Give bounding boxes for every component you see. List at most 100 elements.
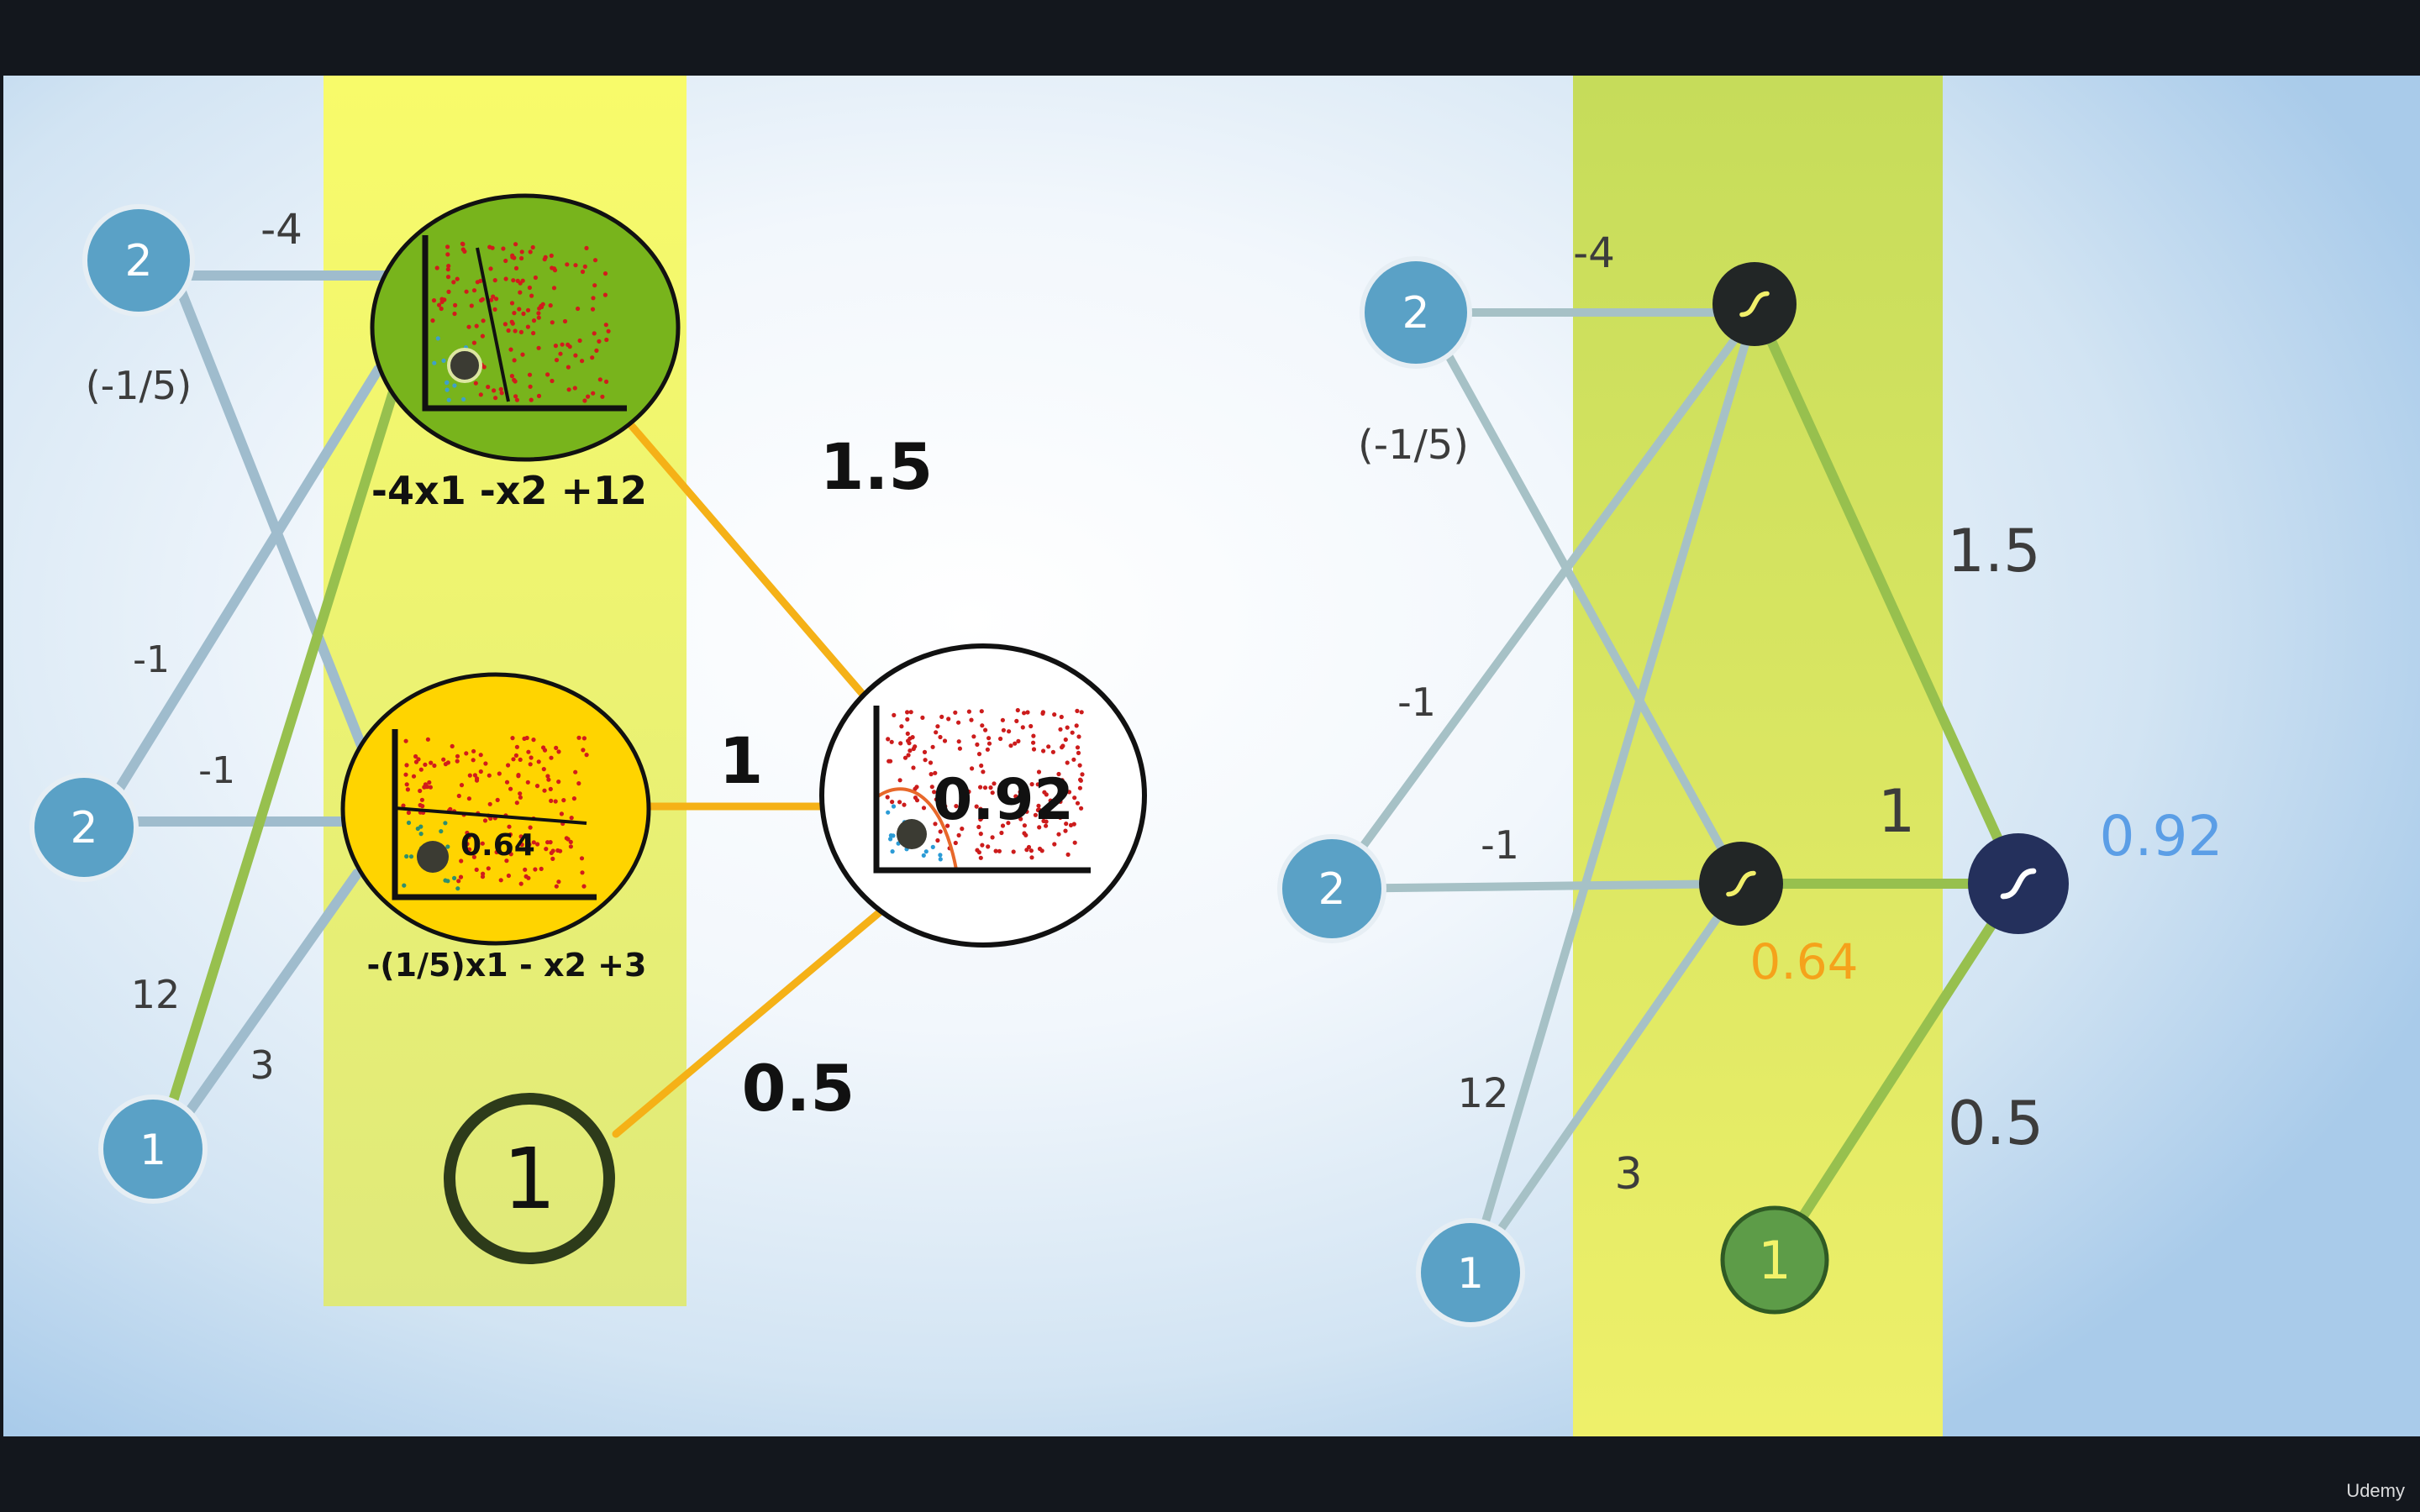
scatter-dot	[1064, 822, 1069, 827]
scatter-dot	[401, 803, 406, 808]
scatter-dot	[549, 850, 554, 856]
scatter-dot	[556, 879, 561, 885]
scatter-dot	[518, 834, 523, 839]
scatter-dot	[531, 840, 536, 845]
scatter-dot	[891, 804, 897, 809]
scatter-dot	[920, 715, 925, 721]
scatter-dot	[1060, 745, 1065, 750]
scatter-dot	[1075, 708, 1080, 714]
scatter-dot	[491, 294, 496, 299]
left-bias-node: 1	[444, 1093, 615, 1264]
scatter-dot	[1079, 806, 1084, 811]
scatter-dot	[581, 748, 586, 753]
scatter-dot	[1028, 723, 1034, 729]
output-boundary-arc	[874, 787, 958, 870]
scatter-dot	[976, 752, 982, 757]
scatter-dot	[888, 833, 893, 838]
scatter-dot	[979, 816, 984, 821]
scatter-dot	[551, 286, 557, 291]
r-edge-h1-out	[1749, 299, 2023, 889]
scatter-dot	[1075, 745, 1081, 750]
scatter-dot	[475, 280, 480, 285]
weight-1-5: 1.5	[820, 429, 934, 504]
weight-minus4: -4	[260, 205, 302, 254]
scatter-dot	[531, 331, 536, 336]
scatter-dot	[1044, 823, 1049, 828]
scatter-dot	[982, 785, 988, 790]
right-hidden-node-2	[1699, 842, 1783, 926]
scatter-dot	[905, 710, 910, 715]
scatter-dot	[432, 360, 437, 365]
right-edges	[1328, 299, 2023, 1277]
r-edge-bias-out	[1770, 879, 2023, 1265]
scatter-dot	[445, 252, 450, 257]
scatter-dot	[889, 739, 894, 744]
scatter-dot	[413, 753, 418, 759]
scatter-dot	[975, 848, 980, 853]
scatter-dot	[1011, 849, 1016, 854]
r-weight-minus-fifth: (-1/5)	[1358, 422, 1469, 469]
scatter-dot	[935, 794, 940, 800]
scatter-dot	[580, 359, 585, 364]
scatter-dot	[504, 780, 510, 785]
scatter-dot	[512, 358, 517, 363]
scatter-dot	[1058, 815, 1063, 821]
scatter-dot	[591, 296, 596, 301]
scatter-dot	[1028, 848, 1034, 853]
scatter-dot	[890, 849, 895, 854]
scatter-dot	[978, 832, 983, 837]
scatter-dot	[902, 755, 908, 760]
scatter-dot	[503, 276, 508, 281]
scatter-dot	[499, 391, 504, 396]
scatter-dot	[528, 384, 533, 389]
scatter-dot	[511, 278, 516, 283]
right-bias-node: 1	[1720, 1205, 1829, 1315]
scatter-dot	[521, 311, 526, 317]
scatter-dot	[606, 328, 611, 333]
scatter-dot	[956, 739, 961, 744]
scatter-dot	[561, 798, 566, 803]
scatter-dot	[480, 333, 486, 339]
r-edge-in1-h2	[1424, 315, 1745, 888]
scatter-dot	[1018, 816, 1023, 822]
scatter-dot	[581, 736, 587, 741]
scatter-dot	[495, 797, 500, 803]
scatter-dot	[956, 832, 961, 838]
scatter-dot	[530, 244, 535, 250]
scatter-dot	[1075, 801, 1081, 806]
scatter-dot	[577, 338, 582, 344]
right-hidden-node-1	[1712, 262, 1797, 346]
scatter-dot	[502, 322, 508, 327]
right-input-node-2: 2	[1277, 834, 1386, 943]
scatter-dot	[498, 386, 503, 391]
scatter-dot	[979, 709, 984, 714]
scatter-dot	[938, 853, 943, 858]
weight-minus1-up: -1	[133, 638, 170, 681]
scatter-dot	[1016, 738, 1021, 744]
scatter-dot	[519, 249, 524, 255]
scatter-dot	[935, 724, 940, 729]
scatter-dot	[548, 786, 553, 792]
scatter-dot	[459, 783, 465, 788]
scatter-dot	[998, 736, 1003, 742]
scatter-dot	[899, 724, 904, 729]
weight-1: 1	[719, 723, 764, 798]
scatter-dot	[930, 744, 935, 749]
scatter-dot	[566, 342, 571, 347]
scatter-dot	[455, 276, 460, 281]
scatter-dot	[1052, 712, 1057, 717]
scatter-dot	[488, 816, 493, 822]
scatter-dot	[549, 253, 554, 258]
scatter-dot	[907, 741, 912, 746]
scatter-dot	[1042, 790, 1047, 795]
scatter-dot	[906, 753, 911, 758]
right-output-node	[1968, 833, 2069, 934]
scatter-dot	[456, 879, 461, 884]
output-point	[897, 819, 927, 849]
scatter-dot	[1059, 714, 1064, 720]
left-input-2-label: 2	[70, 803, 97, 853]
scatter-dot	[999, 830, 1004, 836]
scatter-dot	[519, 255, 524, 261]
right-input-2-label: 2	[1318, 864, 1345, 915]
scatter-dot	[478, 769, 483, 774]
